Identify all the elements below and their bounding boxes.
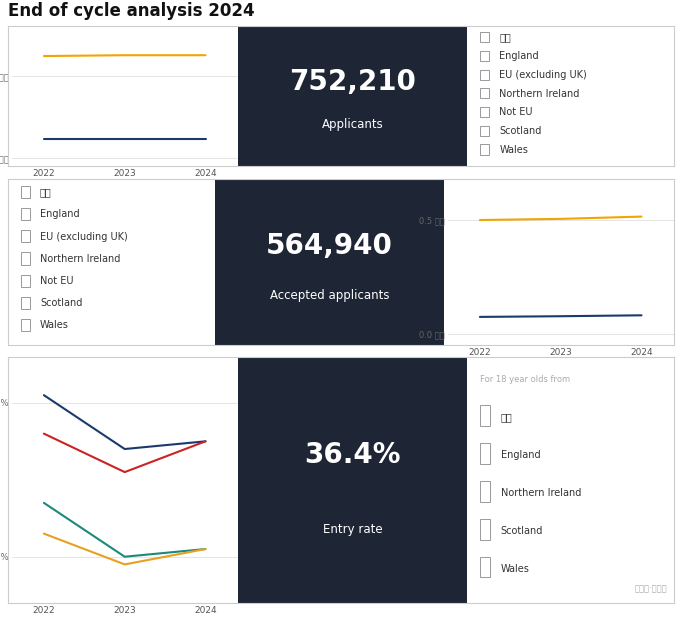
Bar [480, 405, 490, 426]
Bar [480, 107, 489, 117]
Bar [480, 443, 490, 464]
Text: Northern Ireland: Northern Ireland [499, 89, 580, 99]
Text: End of cycle analysis 2024: End of cycle analysis 2024 [8, 2, 255, 20]
Text: Not EU: Not EU [40, 276, 74, 286]
Text: Wales: Wales [501, 564, 529, 574]
Text: 752,210: 752,210 [289, 68, 416, 96]
Text: Northern Ireland: Northern Ireland [40, 254, 120, 264]
Bar [480, 481, 490, 502]
Text: Applicants: Applicants [322, 118, 383, 131]
Text: Scotland: Scotland [499, 126, 542, 136]
Bar [480, 144, 489, 154]
Bar [480, 126, 489, 136]
Text: Accepted applicants: Accepted applicants [269, 289, 389, 302]
Bar [20, 319, 29, 331]
Text: For 18 year olds from: For 18 year olds from [480, 375, 570, 384]
Text: Scotland: Scotland [501, 526, 543, 536]
Text: 公众号·戴森云: 公众号·戴森云 [635, 584, 668, 593]
Text: Scotland: Scotland [40, 298, 83, 308]
Text: Northern Ireland: Northern Ireland [501, 488, 581, 498]
Bar [20, 230, 29, 242]
Bar [20, 297, 29, 309]
Bar [480, 70, 489, 80]
Text: Wales: Wales [40, 320, 69, 330]
Text: 36.4%: 36.4% [304, 441, 401, 469]
Text: 全选: 全选 [499, 33, 511, 43]
Bar [480, 88, 489, 99]
Text: England: England [499, 51, 539, 62]
Bar [480, 556, 490, 577]
Bar [20, 274, 29, 287]
Text: England: England [501, 450, 540, 460]
Bar [20, 186, 29, 198]
Bar [480, 51, 489, 61]
Bar [480, 32, 489, 43]
Text: Not EU: Not EU [499, 107, 533, 117]
Text: Wales: Wales [499, 144, 528, 154]
Text: EU (excluding UK): EU (excluding UK) [499, 70, 587, 80]
Text: EU (excluding UK): EU (excluding UK) [40, 232, 128, 242]
Text: 全选: 全选 [40, 187, 52, 197]
Bar [20, 252, 29, 264]
Bar [20, 208, 29, 220]
Text: 564,940: 564,940 [266, 232, 393, 259]
Bar [480, 519, 490, 539]
Text: Entry rate: Entry rate [323, 522, 383, 536]
Text: 全选: 全选 [501, 413, 512, 422]
Text: England: England [40, 210, 80, 219]
